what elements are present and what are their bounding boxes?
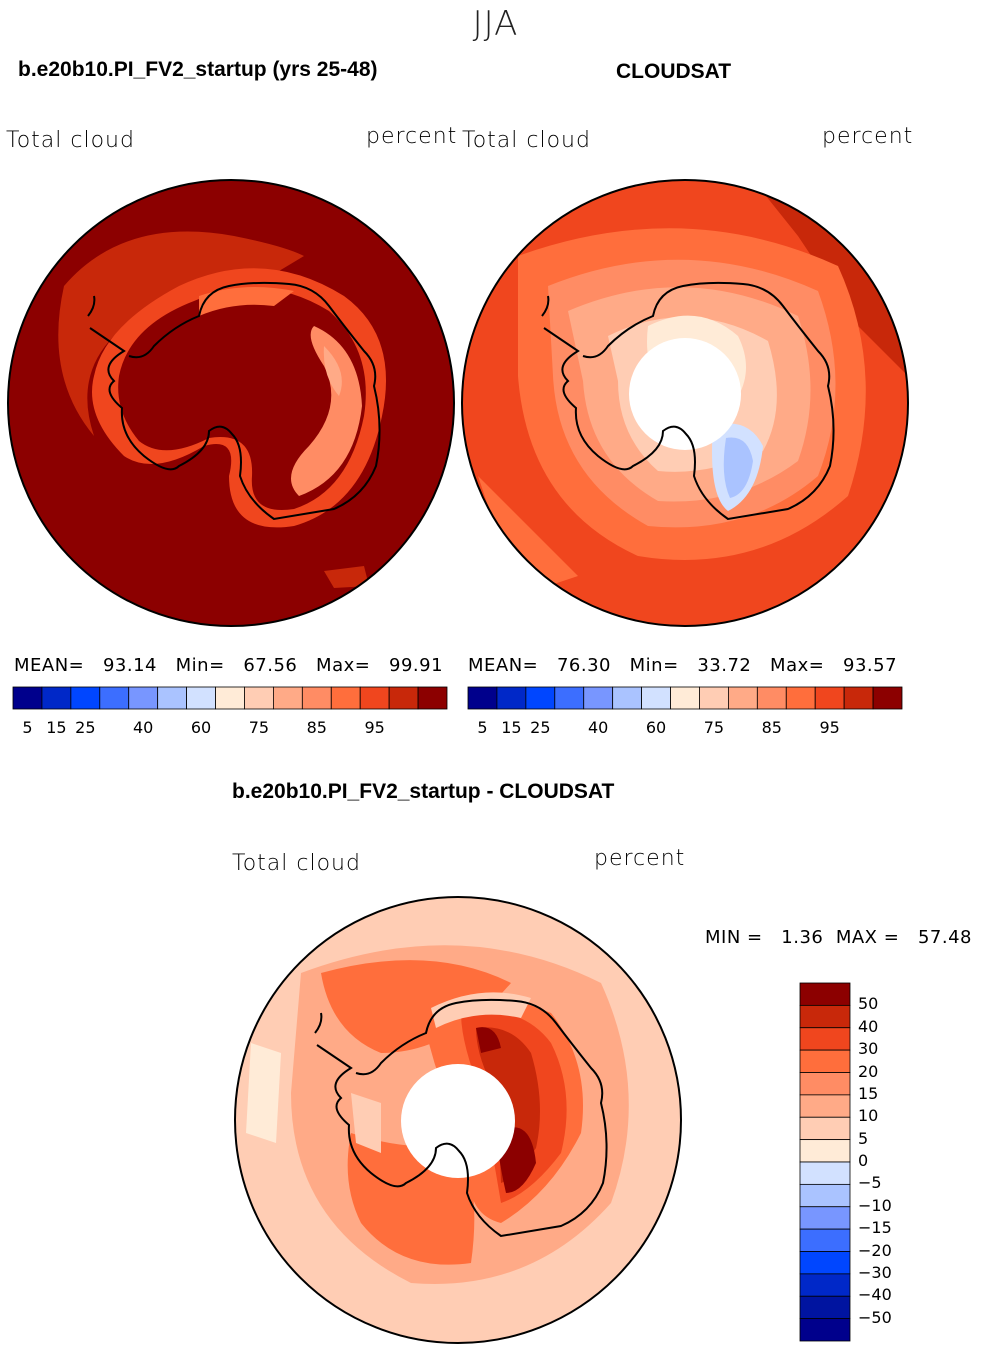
colorbar-tick-label: 95	[364, 718, 385, 737]
colorbar-swatch	[554, 686, 585, 710]
colorbar-swatch	[670, 686, 700, 710]
model-case-title: b.e20b10.PI_FV2_startup (yrs 25-48)	[18, 58, 378, 81]
colorbar-swatch	[843, 686, 874, 710]
colorbar-tick-label: 20	[858, 1061, 879, 1081]
panel1-stats: MEAN= 93.14 Min= 67.56 Max= 99.91	[14, 655, 444, 676]
colorbar-swatch	[799, 1027, 851, 1051]
colorbar-swatch	[799, 1183, 851, 1208]
colorbar-tick-label: 15	[501, 718, 522, 737]
colorbar-swatch	[641, 686, 671, 710]
colorbar-swatch	[244, 686, 274, 710]
colorbar-tick-label: −50	[858, 1307, 892, 1327]
colorbar-swatch	[128, 686, 159, 710]
colorbar-swatch	[799, 1206, 851, 1230]
colorbar-swatch	[727, 686, 758, 710]
colorbar-swatch	[799, 1228, 851, 1252]
colorbar-swatch	[12, 686, 43, 710]
colorbar-swatch	[70, 686, 101, 710]
colorbar-swatch	[388, 686, 419, 710]
panel1-units-label: percent	[366, 124, 458, 149]
difference-title: b.e20b10.PI_FV2_startup - CLOUDSAT	[232, 780, 615, 803]
colorbar-tick-label: 95	[819, 718, 840, 737]
colorbar-swatch	[799, 1072, 851, 1096]
colorbar-swatch	[330, 686, 361, 710]
colorbar-tick-label: −15	[858, 1218, 892, 1238]
colorbar-swatch	[699, 686, 729, 710]
colorbar-tick-label: 75	[703, 718, 725, 737]
panel2-colorbar	[467, 686, 903, 710]
panel2-units-label: percent	[822, 124, 914, 149]
colorbar-tick-label: 5	[22, 718, 33, 737]
panel3-units-label: percent	[594, 846, 686, 871]
colorbar-tick-label: 10	[858, 1106, 879, 1126]
colorbar-swatch	[496, 686, 527, 710]
colorbar-swatch	[814, 686, 845, 710]
colorbar-swatch	[799, 1094, 851, 1118]
panel2-stats: MEAN= 76.30 Min= 33.72 Max= 93.57	[468, 655, 898, 676]
colorbar-tick-label: 60	[190, 718, 212, 737]
colorbar-swatch	[799, 1295, 851, 1320]
colorbar-tick-label: −30	[858, 1262, 892, 1282]
colorbar-swatch	[785, 686, 816, 710]
colorbar-swatch	[872, 686, 903, 710]
colorbar-tick-label: 25	[75, 718, 96, 737]
colorbar-swatch	[186, 686, 216, 710]
colorbar-tick-label: 50	[858, 994, 879, 1014]
colorbar-swatch	[799, 1251, 851, 1275]
panel3-polar-map	[234, 896, 682, 1344]
panel1-variable-label: Total cloud	[6, 128, 135, 153]
colorbar-tick-label: 30	[858, 1039, 879, 1059]
colorbar-swatch	[799, 1161, 851, 1185]
colorbar-tick-label: 85	[761, 718, 782, 737]
colorbar-tick-label: 40	[588, 718, 609, 737]
colorbar-swatch	[467, 686, 498, 710]
colorbar-swatch	[612, 686, 643, 710]
colorbar-swatch	[799, 1049, 851, 1073]
colorbar-tick-label: 15	[46, 718, 67, 737]
colorbar-tick-label: 60	[645, 718, 667, 737]
colorbar-swatch	[41, 686, 72, 710]
colorbar-swatch	[215, 686, 245, 710]
panel2-variable-label: Total cloud	[462, 128, 591, 153]
colorbar-swatch	[359, 686, 390, 710]
colorbar-swatch	[272, 686, 303, 710]
colorbar-tick-label: −40	[858, 1285, 892, 1305]
colorbar-tick-label: 40	[858, 1016, 879, 1036]
colorbar-tick-label: −10	[858, 1195, 892, 1215]
colorbar-swatch	[799, 1318, 851, 1342]
colorbar-swatch	[157, 686, 188, 710]
colorbar-tick-label: 5	[477, 718, 488, 737]
colorbar-swatch	[99, 686, 130, 710]
panel1-polar-map	[7, 179, 455, 627]
colorbar-swatch	[417, 686, 448, 710]
colorbar-tick-label: 15	[858, 1083, 879, 1103]
colorbar-swatch	[799, 1004, 851, 1029]
colorbar-swatch	[756, 686, 787, 710]
colorbar-tick-label: 75	[248, 718, 270, 737]
season-title: JJA	[472, 4, 519, 44]
cloudsat-title: CLOUDSAT	[616, 60, 732, 83]
colorbar-tick-label: −5	[858, 1173, 882, 1193]
colorbar-swatch	[525, 686, 556, 710]
colorbar-tick-label: 25	[530, 718, 551, 737]
panel2-polar-map	[461, 179, 909, 627]
panel3-colorbar	[799, 982, 851, 1342]
colorbar-tick-label: 85	[306, 718, 327, 737]
panel3-variable-label: Total cloud	[232, 851, 361, 876]
colorbar-tick-label: 40	[133, 718, 154, 737]
colorbar-swatch	[799, 982, 851, 1006]
colorbar-tick-label: 0	[858, 1151, 869, 1170]
colorbar-tick-label: −20	[858, 1240, 892, 1260]
colorbar-swatch	[799, 1273, 851, 1297]
panel1-colorbar	[12, 686, 448, 710]
colorbar-swatch	[301, 686, 332, 710]
colorbar-swatch	[799, 1139, 851, 1163]
colorbar-swatch	[799, 1116, 851, 1141]
colorbar-swatch	[583, 686, 614, 710]
panel3-stats: MIN = 1.36 MAX = 57.48	[705, 927, 972, 948]
colorbar-tick-label: 5	[858, 1128, 869, 1148]
